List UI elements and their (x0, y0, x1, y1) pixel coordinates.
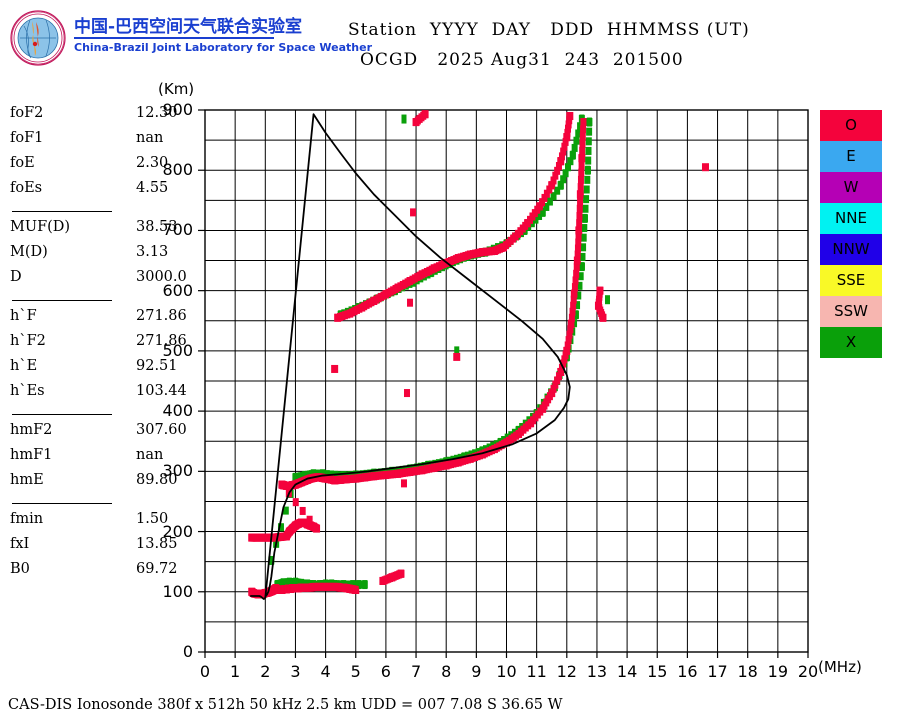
param-name: h`E (10, 358, 38, 374)
y-axis-tick: 200 (162, 521, 193, 541)
x-axis-tick: 1 (230, 662, 241, 681)
param-name: foEs (10, 180, 43, 196)
param-name: D (10, 269, 22, 285)
x-axis-tick: 16 (677, 662, 698, 681)
legend-item-sse[interactable]: SSE (820, 265, 882, 296)
param-name: h`Es (10, 383, 45, 399)
legend-item-nne[interactable]: NNE (820, 203, 882, 234)
x-axis-tick: 5 (350, 662, 361, 681)
globe-earth-icon (10, 10, 66, 66)
x-axis-label: (MHz) (818, 658, 862, 676)
y-axis-tick: 300 (162, 461, 193, 481)
mode-legend: O E W NNE NNW SSE SSW X (820, 110, 882, 358)
x-axis-tick: 15 (647, 662, 668, 681)
header-station-values: OCGD 2025 Aug31 243 201500 (360, 50, 684, 70)
legend-item-o[interactable]: O (820, 110, 882, 141)
param-name: fmin (10, 511, 44, 527)
y-axis-tick: 500 (162, 340, 193, 360)
legend-item-nnw[interactable]: NNW (820, 234, 882, 265)
param-name: h`F2 (10, 333, 46, 349)
x-axis-tick: 12 (556, 662, 577, 681)
legend-label: O (845, 116, 857, 134)
param-divider (8, 408, 138, 422)
x-axis-tick: 17 (707, 662, 728, 681)
x-axis-tick: 14 (616, 662, 638, 681)
legend-label: E (846, 147, 856, 165)
param-name: hmF1 (10, 447, 53, 463)
legend-label: SSW (834, 302, 868, 320)
x-axis-tick: 20 (797, 662, 819, 681)
legend-label: NNW (832, 240, 870, 258)
x-axis-tick: 0 (199, 662, 211, 681)
param-name: foE (10, 155, 35, 171)
y-axis-tick: 900 (162, 100, 193, 119)
x-axis-tick: 19 (767, 662, 789, 681)
x-axis-tick: 18 (737, 662, 758, 681)
x-axis-tick: 8 (441, 662, 452, 681)
laboratory-logo: 中国-巴西空间天气联合实验室 China-Brazil Joint Labora… (10, 8, 372, 70)
x-axis-tick: 10 (496, 662, 517, 681)
legend-item-w[interactable]: W (820, 172, 882, 203)
param-name: hmF2 (10, 422, 53, 438)
param-divider (8, 497, 138, 511)
x-axis-tick: 11 (526, 662, 547, 681)
param-name: hmE (10, 472, 44, 488)
x-axis-tick: 4 (320, 662, 331, 681)
instrument-footer: CAS-DIS Ionosonde 380f x 512h 50 kHz 2.5… (8, 697, 563, 713)
legend-label: SSE (836, 271, 866, 289)
logo-title-en: China-Brazil Joint Laboratory for Space … (74, 41, 373, 54)
param-name: MUF(D) (10, 219, 71, 235)
x-axis-tick: 6 (380, 662, 391, 681)
param-name: B0 (10, 561, 30, 577)
legend-item-x[interactable]: X (820, 327, 882, 358)
param-divider (8, 205, 138, 219)
y-axis-tick: 0 (182, 642, 193, 661)
param-name: foF2 (10, 105, 44, 121)
logo-title-cn: 中国-巴西空间天气联合实验室 (74, 17, 303, 37)
y-axis-tick: 600 (162, 280, 193, 300)
y-axis-label: (Km) (158, 80, 195, 98)
x-axis-tick: 2 (260, 662, 271, 681)
y-axis-tick: 400 (162, 401, 193, 421)
legend-item-e[interactable]: E (820, 141, 882, 172)
legend-label: NNE (835, 209, 867, 227)
y-axis-tick: 100 (162, 581, 193, 601)
x-axis-tick: 3 (290, 662, 301, 681)
x-axis-tick: 9 (471, 662, 482, 681)
param-name: fxI (10, 536, 30, 552)
param-divider (8, 294, 138, 308)
y-axis-tick: 800 (162, 160, 193, 180)
y-axis-tick: 700 (162, 220, 193, 240)
x-axis-tick: 13 (586, 662, 608, 681)
legend-label: W (843, 178, 859, 196)
logo-divider (74, 37, 274, 39)
header-column-labels: Station YYYY DAY DDD HHMMSS (UT) (348, 20, 750, 40)
legend-item-ssw[interactable]: SSW (820, 296, 882, 327)
x-axis-tick: 7 (410, 662, 422, 681)
param-name: h`F (10, 308, 37, 324)
legend-label: X (845, 333, 857, 351)
param-name: foF1 (10, 130, 44, 146)
param-name: M(D) (10, 244, 48, 260)
